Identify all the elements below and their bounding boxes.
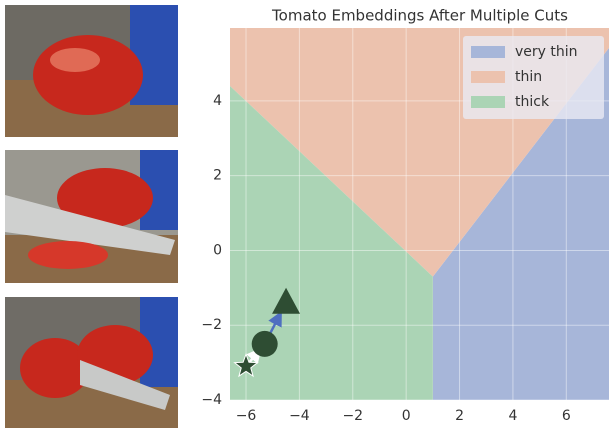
point-marker [233, 352, 259, 378]
x-tick-label: −2 [342, 408, 363, 424]
x-tick-label: −4 [289, 408, 310, 424]
x-tick-label: −6 [236, 408, 257, 424]
legend-label: thin [515, 69, 542, 85]
x-tick-label: 6 [562, 408, 571, 424]
x-tick-label: 2 [455, 408, 464, 424]
photo-3 [5, 297, 178, 428]
y-tick-label: −4 [201, 392, 222, 408]
y-tick-label: 4 [213, 93, 222, 109]
legend-swatch [471, 96, 505, 108]
legend-swatch [471, 46, 505, 58]
y-tick-label: −2 [201, 317, 222, 333]
x-tick-label: 0 [402, 408, 411, 424]
photo-2 [5, 150, 178, 283]
chart-title: Tomato Embeddings After Multiple Cuts [271, 7, 568, 25]
point-marker [251, 330, 278, 357]
legend-label: thick [515, 94, 550, 110]
x-tick-label: 4 [508, 408, 517, 424]
region [432, 47, 609, 401]
point-marker [272, 287, 301, 314]
legend-label: very thin [515, 44, 578, 60]
legend-swatch [471, 71, 505, 83]
legend: very thin thin thick [463, 36, 604, 119]
y-tick-label: 2 [213, 168, 222, 184]
y-tick-label: 0 [213, 242, 222, 258]
photo-1 [5, 5, 178, 137]
